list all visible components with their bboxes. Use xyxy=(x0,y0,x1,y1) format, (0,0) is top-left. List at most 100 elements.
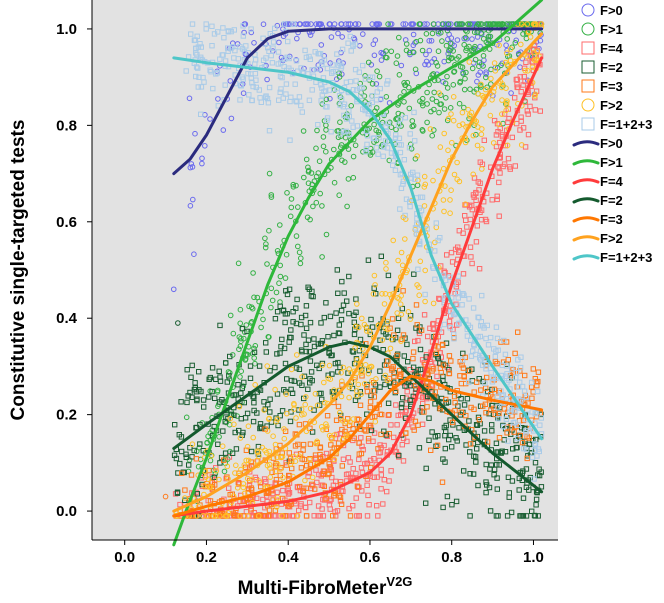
scatter-point xyxy=(199,160,205,167)
scatter-point xyxy=(376,135,382,141)
scatter-point xyxy=(348,103,355,109)
scatter-point xyxy=(398,142,404,148)
scatter-point xyxy=(440,362,447,368)
scatter-point xyxy=(287,334,293,341)
scatter-point xyxy=(411,109,417,116)
scatter-point xyxy=(281,435,288,442)
scatter-point xyxy=(504,36,511,42)
scatter-point xyxy=(384,318,391,325)
scatter-point xyxy=(428,38,435,44)
scatter-point xyxy=(336,493,342,499)
scatter-point xyxy=(468,109,475,116)
scatter-point xyxy=(483,410,489,416)
scatter-point xyxy=(532,513,538,519)
scatter-point xyxy=(529,454,536,461)
scatter-point xyxy=(386,431,392,437)
scatter-point xyxy=(522,372,528,379)
scatter-point xyxy=(385,412,392,419)
scatter-point xyxy=(302,401,309,408)
y-axis: 0.0 0.2 0.4 0.6 0.8 1.0 xyxy=(56,0,93,540)
scatter-point xyxy=(520,495,527,501)
scatter-point xyxy=(238,466,244,473)
scatter-point xyxy=(363,428,369,434)
scatter-point xyxy=(435,344,441,350)
x-tick-label: 1.0 xyxy=(523,549,544,566)
y-tick-label: 0.4 xyxy=(56,310,78,327)
scatter-point xyxy=(461,402,468,408)
scatter-point xyxy=(379,337,386,343)
scatter-point xyxy=(276,39,282,46)
scatter-point xyxy=(274,461,281,468)
scatter-point xyxy=(427,126,434,132)
scatter-point xyxy=(515,384,522,390)
scatter-point xyxy=(338,96,345,103)
scatter-point xyxy=(323,450,330,457)
scatter-point xyxy=(327,464,333,470)
legend-label: F=3 xyxy=(600,79,623,94)
scatter-point xyxy=(261,399,267,405)
scatter-point xyxy=(532,376,538,382)
scatter-point xyxy=(273,476,280,483)
scatter-point xyxy=(407,316,414,322)
scatter-point xyxy=(520,31,526,37)
scatter-point xyxy=(372,37,379,43)
scatter-point xyxy=(338,412,344,419)
scatter-point xyxy=(346,108,352,114)
scatter-point xyxy=(479,292,485,299)
scatter-point xyxy=(382,138,389,144)
scatter-point xyxy=(367,404,374,411)
scatter-point xyxy=(383,362,390,369)
scatter-point xyxy=(350,174,357,181)
scatter-point xyxy=(509,366,515,372)
scatter-point xyxy=(300,488,307,494)
scatter-point xyxy=(294,352,300,358)
scatter-point xyxy=(507,57,514,64)
scatter-point xyxy=(345,21,352,27)
scatter-point xyxy=(293,305,299,311)
scatter-point xyxy=(287,461,294,467)
scatter-point xyxy=(319,92,326,98)
scatter-point xyxy=(206,394,212,400)
scatter-point xyxy=(523,513,530,519)
scatter-point xyxy=(280,95,287,101)
scatter-point xyxy=(306,97,313,103)
scatter-point xyxy=(284,311,290,317)
scatter-point xyxy=(517,364,524,371)
scatter-point xyxy=(371,135,377,141)
scatter-point xyxy=(258,99,265,105)
scatter-point xyxy=(437,101,443,108)
scatter-point xyxy=(312,486,318,492)
scatter-point xyxy=(295,204,301,210)
scatter-point xyxy=(477,355,483,361)
scatter-point xyxy=(320,482,326,489)
scatter-point xyxy=(266,513,272,519)
scatter-point xyxy=(266,227,272,234)
scatter-point xyxy=(337,364,343,371)
scatter-point xyxy=(188,472,195,478)
scatter-point xyxy=(521,445,527,452)
scatter-point xyxy=(177,460,183,467)
scatter-point xyxy=(371,121,377,128)
scatter-point xyxy=(410,31,417,38)
scatter-point xyxy=(367,331,374,338)
scatter-point xyxy=(417,258,424,265)
scatter-point xyxy=(379,291,385,297)
scatter-point xyxy=(251,407,257,414)
scatter-point xyxy=(440,165,447,172)
scatter-point xyxy=(511,429,517,435)
scatter-point xyxy=(225,510,231,516)
legend-line xyxy=(572,216,600,223)
scatter-point xyxy=(374,503,380,509)
scatter-point xyxy=(429,72,435,78)
scatter-point xyxy=(386,119,393,126)
scatter-point xyxy=(223,419,230,426)
scatter-point xyxy=(460,271,467,277)
scatter-point xyxy=(505,53,511,60)
scatter-point xyxy=(230,330,237,337)
scatter-point xyxy=(262,406,269,412)
scatter-point xyxy=(487,466,493,472)
scatter-point xyxy=(338,369,344,376)
scatter-point xyxy=(187,445,193,451)
scatter-point xyxy=(317,51,324,57)
scatter-point xyxy=(369,81,376,87)
